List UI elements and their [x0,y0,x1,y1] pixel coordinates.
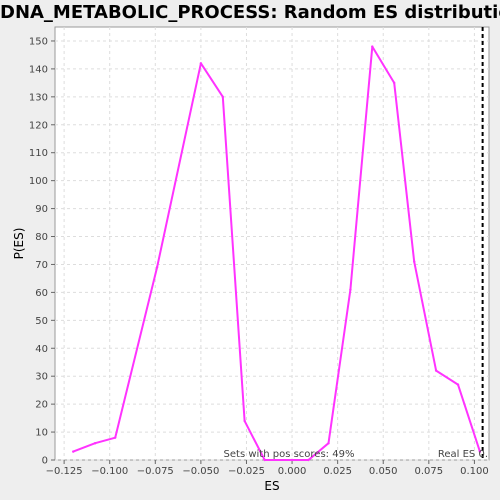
x-tick-label: 0.025 [323,466,352,477]
x-axis-label: ES [264,479,279,493]
y-tick-label: 40 [35,344,48,355]
real-es-label: Real ES 0. [438,449,488,460]
data-point [307,458,310,462]
y-tick-label: 60 [35,288,48,299]
data-point [72,450,75,453]
data-point [413,260,416,263]
data-point [113,436,117,439]
y-tick-label: 0 [42,456,48,467]
x-tick-label: 0.100 [460,466,489,477]
data-point [93,442,97,445]
x-tick-label: 0.050 [369,466,398,477]
data-point [456,383,460,386]
series-layer [72,45,482,462]
data-point [290,458,294,462]
plot-background [54,26,490,461]
y-tick-label: 20 [35,400,48,411]
y-tick-label: 70 [35,260,48,271]
y-tick-label: 30 [35,372,48,383]
y-tick-label: 10 [35,428,48,439]
y-tick-label: 140 [29,64,48,75]
x-axis-ticks: −0.125 −0.100 −0.075 −0.050 −0.025 0.000 0.025… [46,460,489,477]
x-tick-label: −0.050 [182,466,219,477]
data-point [349,288,352,291]
x-tick-label: 0.075 [415,466,444,477]
data-point [199,62,203,65]
data-point [243,419,246,423]
data-point [434,369,438,372]
x-tick-label: −0.025 [228,466,265,477]
y-axis-ticks: 0 10 20 30 40 50 60 70 80 90 100 110 120 130 140 150 [29,36,55,467]
x-tick-label: −0.075 [137,466,174,477]
chart-title: DNA_METABOLIC_PROCESS: Random ES distrib… [0,2,500,23]
y-axis-label: P(ES) [12,228,26,260]
data-point [392,81,396,85]
data-point [478,450,482,453]
x-tick-label: −0.125 [46,466,83,477]
data-point [263,458,266,462]
y-tick-label: 120 [29,120,48,131]
grid-layer [55,27,489,461]
y-tick-label: 80 [35,232,48,243]
series-line [72,45,481,461]
x-tick-label: −0.100 [91,466,128,477]
data-point [371,45,374,48]
y-tick-label: 110 [29,148,48,159]
y-tick-label: 130 [29,92,48,103]
y-tick-label: 150 [29,36,48,47]
data-point [155,266,159,269]
y-tick-label: 50 [35,316,48,327]
pos-scores-note: Sets with pos scores: 49% [224,449,355,460]
y-tick-label: 90 [35,204,48,215]
y-tick-label: 100 [29,176,48,187]
data-point [221,95,224,99]
x-tick-label: 0.000 [278,466,307,477]
data-point [327,442,330,445]
